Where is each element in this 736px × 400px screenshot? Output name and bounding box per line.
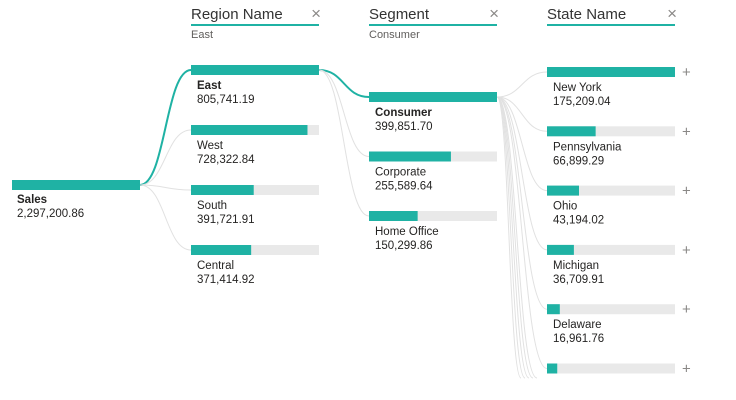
- bar-track: [547, 244, 675, 255]
- node-label: Ohio: [553, 201, 577, 213]
- connector-line: [496, 71, 548, 98]
- column-header-region-name: Region Name × East: [191, 4, 321, 44]
- close-icon[interactable]: ×: [311, 4, 321, 23]
- selected-connector: [139, 69, 192, 186]
- bar-fill[interactable]: [191, 185, 254, 195]
- bar-track: [547, 185, 675, 196]
- bar-fill[interactable]: [369, 151, 451, 162]
- bar-fill[interactable]: [191, 65, 319, 75]
- column-header-segment: Segment × Consumer: [369, 4, 499, 44]
- node-value: 371,414.92: [197, 274, 255, 286]
- node-value: 66,899.29: [553, 155, 604, 167]
- node-label: Home Office: [375, 226, 439, 238]
- bar-fill[interactable]: [547, 67, 675, 77]
- expand-plus-icon[interactable]: +: [682, 183, 691, 200]
- node-label: East: [197, 80, 221, 92]
- close-icon[interactable]: ×: [667, 4, 677, 23]
- connector-line: [139, 184, 192, 251]
- root-value: 2,297,200.86: [17, 208, 84, 220]
- connector-line: [496, 96, 530, 379]
- column-underline: [369, 24, 497, 26]
- bar-fill[interactable]: [369, 211, 418, 221]
- bar-fill[interactable]: [547, 304, 560, 315]
- bar-track: [191, 185, 319, 195]
- column-underline: [547, 24, 675, 26]
- connector-line: [496, 96, 548, 132]
- node-label: Consumer: [375, 107, 432, 119]
- node-value: 175,209.04: [553, 96, 611, 108]
- node-label: South: [197, 200, 227, 212]
- column-underline: [191, 24, 319, 26]
- node-label: Delaware: [553, 319, 602, 331]
- node-label: New York: [553, 82, 602, 94]
- node-label: Michigan: [553, 260, 599, 272]
- bar-fill[interactable]: [547, 363, 558, 374]
- root-bar[interactable]: [12, 180, 140, 190]
- connector-line: [139, 184, 192, 191]
- node-value: 36,709.91: [553, 274, 604, 286]
- node-value: 150,299.86: [375, 240, 433, 252]
- connector-line: [139, 129, 192, 186]
- node-value: 43,194.02: [553, 215, 604, 227]
- node-value: 805,741.19: [197, 94, 255, 106]
- node-value: 399,851.70: [375, 121, 433, 133]
- bar-fill[interactable]: [547, 185, 579, 196]
- expand-plus-icon[interactable]: +: [682, 123, 691, 140]
- bar-track: [369, 211, 497, 221]
- expand-plus-icon[interactable]: +: [682, 242, 691, 259]
- node-label: West: [197, 140, 224, 152]
- column-title: Region Name: [191, 6, 283, 23]
- node-value: 16,961.76: [553, 333, 604, 345]
- node-value: 255,589.64: [375, 181, 433, 193]
- bar-fill[interactable]: [369, 92, 497, 102]
- connector-line: [496, 96, 548, 192]
- bar-track: [547, 126, 675, 137]
- bar-fill[interactable]: [547, 244, 574, 255]
- column-filter-value: Consumer: [369, 29, 420, 41]
- connector-line: [318, 69, 370, 157]
- connector-line: [496, 96, 548, 369]
- node-label: Central: [197, 260, 234, 272]
- column-title: State Name: [547, 6, 627, 23]
- column-title: Segment: [369, 6, 430, 23]
- connector-line: [496, 96, 534, 379]
- bar-fill[interactable]: [191, 125, 308, 135]
- bar-track: [191, 245, 319, 255]
- bar-track: [547, 363, 675, 374]
- connector-line: [496, 96, 538, 379]
- connector-line: [496, 96, 548, 251]
- node-value: 728,322.84: [197, 154, 255, 166]
- connector-line: [496, 96, 526, 379]
- bar-fill[interactable]: [547, 126, 596, 137]
- selected-connector: [318, 69, 370, 98]
- connector-line: [318, 69, 370, 217]
- connector-line: [496, 96, 548, 310]
- expand-plus-icon[interactable]: +: [682, 361, 691, 378]
- column-filter-value: East: [191, 29, 214, 41]
- bar-fill[interactable]: [191, 245, 252, 255]
- node-value: 391,721.91: [197, 214, 255, 226]
- node-label: Pennsylvania: [553, 141, 622, 153]
- column-header-state-name: State Name ×: [547, 4, 677, 44]
- connector-line: [496, 96, 522, 379]
- root-label: Sales: [17, 194, 47, 206]
- expand-plus-icon[interactable]: +: [682, 301, 691, 318]
- expand-plus-icon[interactable]: +: [682, 64, 691, 81]
- node-label: Corporate: [375, 167, 426, 179]
- close-icon[interactable]: ×: [489, 4, 499, 23]
- bar-track: [547, 304, 675, 315]
